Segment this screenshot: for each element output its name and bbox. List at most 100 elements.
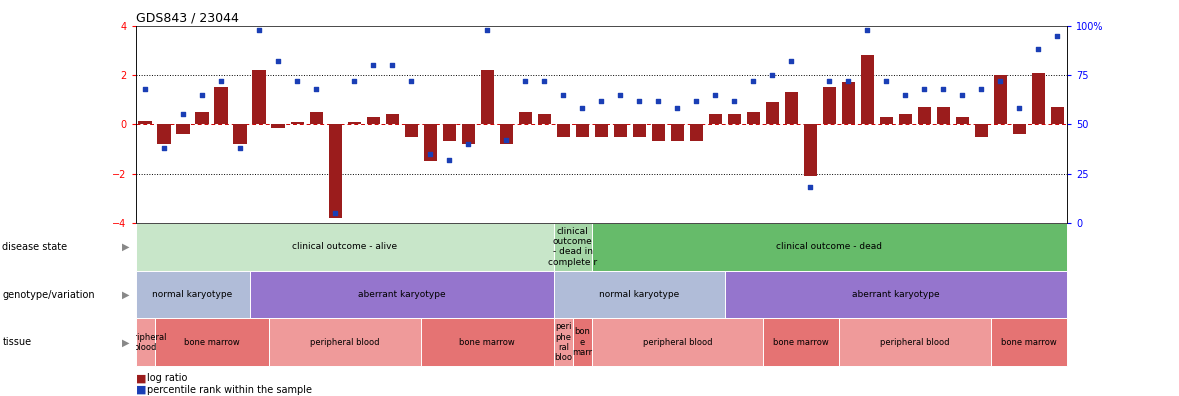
Bar <box>1032 72 1045 124</box>
Bar <box>404 124 417 137</box>
Point <box>782 58 801 65</box>
Point <box>154 145 173 151</box>
Bar <box>442 124 456 141</box>
Point <box>819 78 838 84</box>
Point <box>136 86 154 92</box>
Point <box>269 58 288 65</box>
Bar <box>154 318 269 366</box>
Bar <box>136 223 554 270</box>
Bar <box>1013 124 1026 134</box>
Text: bone marrow: bone marrow <box>773 338 829 347</box>
Point <box>725 97 744 104</box>
Point <box>573 105 592 112</box>
Bar <box>861 55 874 124</box>
Bar <box>177 124 190 134</box>
Bar <box>725 270 1067 318</box>
Text: ■: ■ <box>136 385 146 395</box>
Bar <box>898 114 913 124</box>
Text: bone marrow: bone marrow <box>1001 338 1056 347</box>
Text: clinical outcome - alive: clinical outcome - alive <box>292 242 397 251</box>
Text: peripheral
blood: peripheral blood <box>124 333 167 352</box>
Bar <box>917 107 931 124</box>
Bar <box>763 318 839 366</box>
Point <box>877 78 896 84</box>
Text: ■: ■ <box>136 373 146 383</box>
Bar <box>594 124 608 137</box>
Bar <box>348 122 361 124</box>
Bar <box>554 270 725 318</box>
Bar <box>690 124 703 141</box>
Bar <box>823 87 836 124</box>
Point <box>307 86 325 92</box>
Text: ▶: ▶ <box>123 242 130 252</box>
Bar <box>421 318 554 366</box>
Point <box>992 78 1010 84</box>
Text: bon
e
marr: bon e marr <box>572 327 592 357</box>
Bar <box>136 318 154 366</box>
Point <box>421 150 440 157</box>
Point <box>915 86 934 92</box>
Text: peripheral blood: peripheral blood <box>643 338 712 347</box>
Point <box>192 91 211 98</box>
Text: ▶: ▶ <box>123 337 130 347</box>
Point <box>1048 32 1067 39</box>
Point <box>173 111 192 118</box>
Point <box>687 97 706 104</box>
Bar <box>992 318 1067 366</box>
Bar <box>481 70 494 124</box>
Point <box>953 91 971 98</box>
Text: ▶: ▶ <box>123 289 130 299</box>
Bar <box>136 270 250 318</box>
Point <box>648 97 667 104</box>
Bar <box>310 112 323 124</box>
Bar <box>252 70 265 124</box>
Text: normal karyotype: normal karyotype <box>152 290 232 299</box>
Text: peripheral blood: peripheral blood <box>310 338 380 347</box>
Bar <box>386 114 399 124</box>
Point <box>630 97 648 104</box>
Bar <box>423 124 437 161</box>
Bar <box>554 223 592 270</box>
Bar <box>554 318 573 366</box>
Point <box>763 72 782 78</box>
Bar <box>556 124 569 137</box>
Point <box>934 86 953 92</box>
Bar <box>842 82 855 124</box>
Bar <box>937 107 950 124</box>
Point <box>364 62 383 69</box>
Bar <box>269 318 421 366</box>
Text: GDS843 / 23044: GDS843 / 23044 <box>136 11 238 25</box>
Bar <box>975 124 988 137</box>
Bar <box>671 124 684 141</box>
Point <box>516 78 535 84</box>
Point <box>535 78 554 84</box>
Point <box>477 27 496 33</box>
Point <box>440 156 459 163</box>
Bar <box>290 122 304 124</box>
Point <box>212 78 231 84</box>
Point <box>231 145 250 151</box>
Bar <box>573 318 592 366</box>
Text: peripheral blood: peripheral blood <box>881 338 949 347</box>
Bar <box>727 114 740 124</box>
Point <box>858 27 877 33</box>
Text: log ratio: log ratio <box>147 373 187 383</box>
Point <box>592 97 611 104</box>
Point <box>325 210 344 216</box>
Bar <box>652 124 665 141</box>
Text: normal karyotype: normal karyotype <box>599 290 679 299</box>
Bar <box>329 124 342 218</box>
Bar <box>519 112 532 124</box>
Point <box>288 78 307 84</box>
Point <box>383 62 402 69</box>
Bar <box>613 124 627 137</box>
Bar <box>138 120 152 124</box>
Bar <box>215 87 228 124</box>
Bar <box>367 117 380 124</box>
Bar <box>765 102 779 124</box>
Bar <box>575 124 590 137</box>
Text: peri
phe
ral
bloo: peri phe ral bloo <box>554 322 572 362</box>
Bar <box>633 124 646 137</box>
Point <box>896 91 915 98</box>
Point <box>801 184 819 190</box>
